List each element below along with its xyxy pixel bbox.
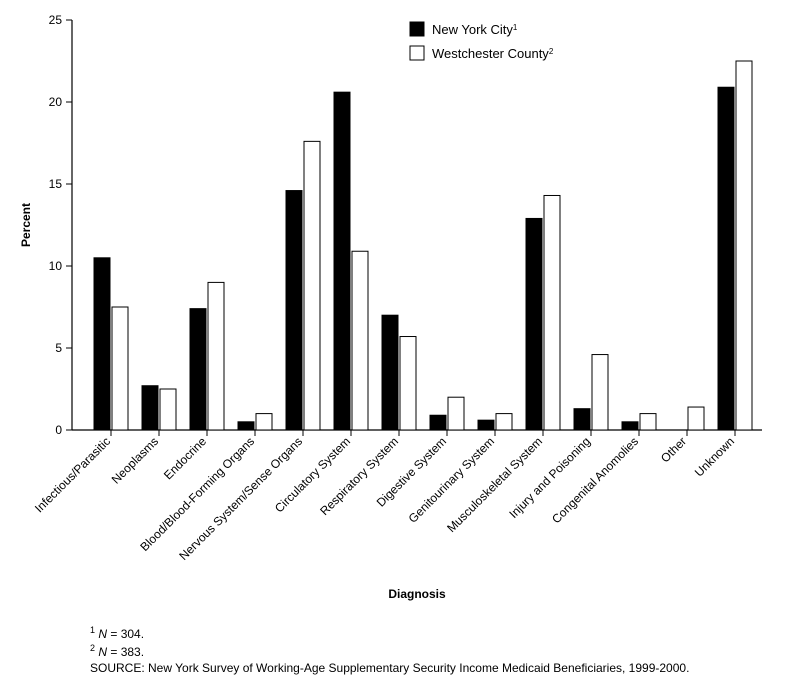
bar bbox=[640, 414, 656, 430]
chart-container: 0 5 10 15 20 25 Percent Infectious/ParasiticNeo… bbox=[0, 0, 795, 694]
bar bbox=[256, 414, 272, 430]
svg-text:5: 5 bbox=[55, 341, 62, 355]
bar bbox=[286, 191, 302, 430]
bar bbox=[382, 315, 398, 430]
bar bbox=[142, 386, 158, 430]
bar bbox=[94, 258, 110, 430]
svg-text:0: 0 bbox=[55, 423, 62, 437]
bar bbox=[400, 337, 416, 430]
bar bbox=[208, 282, 224, 430]
svg-text:Diagnosis: Diagnosis bbox=[388, 587, 446, 601]
legend-swatch bbox=[410, 46, 424, 60]
footnote-2: 2 N = 383. bbox=[90, 643, 144, 659]
bar bbox=[526, 218, 542, 430]
svg-text:Unknown: Unknown bbox=[692, 434, 737, 479]
bar bbox=[352, 251, 368, 430]
svg-text:Other: Other bbox=[658, 434, 689, 465]
svg-text:Percent: Percent bbox=[19, 203, 33, 247]
svg-text:Congenital Anomolies: Congenital Anomolies bbox=[549, 434, 641, 526]
bar bbox=[160, 389, 176, 430]
svg-text:20: 20 bbox=[49, 95, 63, 109]
bar bbox=[574, 409, 590, 430]
legend-label: New York City1 bbox=[432, 22, 518, 37]
svg-text:Infectious/Parasitic: Infectious/Parasitic bbox=[32, 434, 113, 515]
bar bbox=[622, 422, 638, 430]
svg-text:15: 15 bbox=[49, 177, 63, 191]
svg-text:25: 25 bbox=[49, 13, 63, 27]
bar bbox=[478, 420, 494, 430]
bar bbox=[448, 397, 464, 430]
svg-text:Genitourinary System: Genitourinary System bbox=[406, 434, 497, 525]
svg-text:Musculoskeletal System: Musculoskeletal System bbox=[444, 434, 545, 535]
svg-text:Injury and Poisoning: Injury and Poisoning bbox=[506, 434, 593, 521]
source-line: SOURCE: New York Survey of Working-Age S… bbox=[90, 661, 689, 675]
svg-text:Endocrine: Endocrine bbox=[161, 434, 209, 482]
diagnosis-bar-chart: 0 5 10 15 20 25 Percent Infectious/ParasiticNeo… bbox=[0, 0, 795, 620]
bar bbox=[592, 355, 608, 430]
footnote-1: 1 N = 304. bbox=[90, 625, 144, 641]
legend-label: Westchester County2 bbox=[432, 46, 554, 61]
bar bbox=[718, 87, 734, 430]
bar bbox=[688, 407, 704, 430]
bar bbox=[190, 309, 206, 430]
bar bbox=[496, 414, 512, 430]
legend-swatch bbox=[410, 22, 424, 36]
bar bbox=[736, 61, 752, 430]
bar bbox=[334, 92, 350, 430]
svg-text:10: 10 bbox=[49, 259, 63, 273]
bar bbox=[544, 195, 560, 430]
bar bbox=[112, 307, 128, 430]
bar bbox=[238, 422, 254, 430]
svg-text:Neoplasms: Neoplasms bbox=[109, 434, 161, 486]
bar bbox=[430, 415, 446, 430]
bar bbox=[304, 141, 320, 430]
